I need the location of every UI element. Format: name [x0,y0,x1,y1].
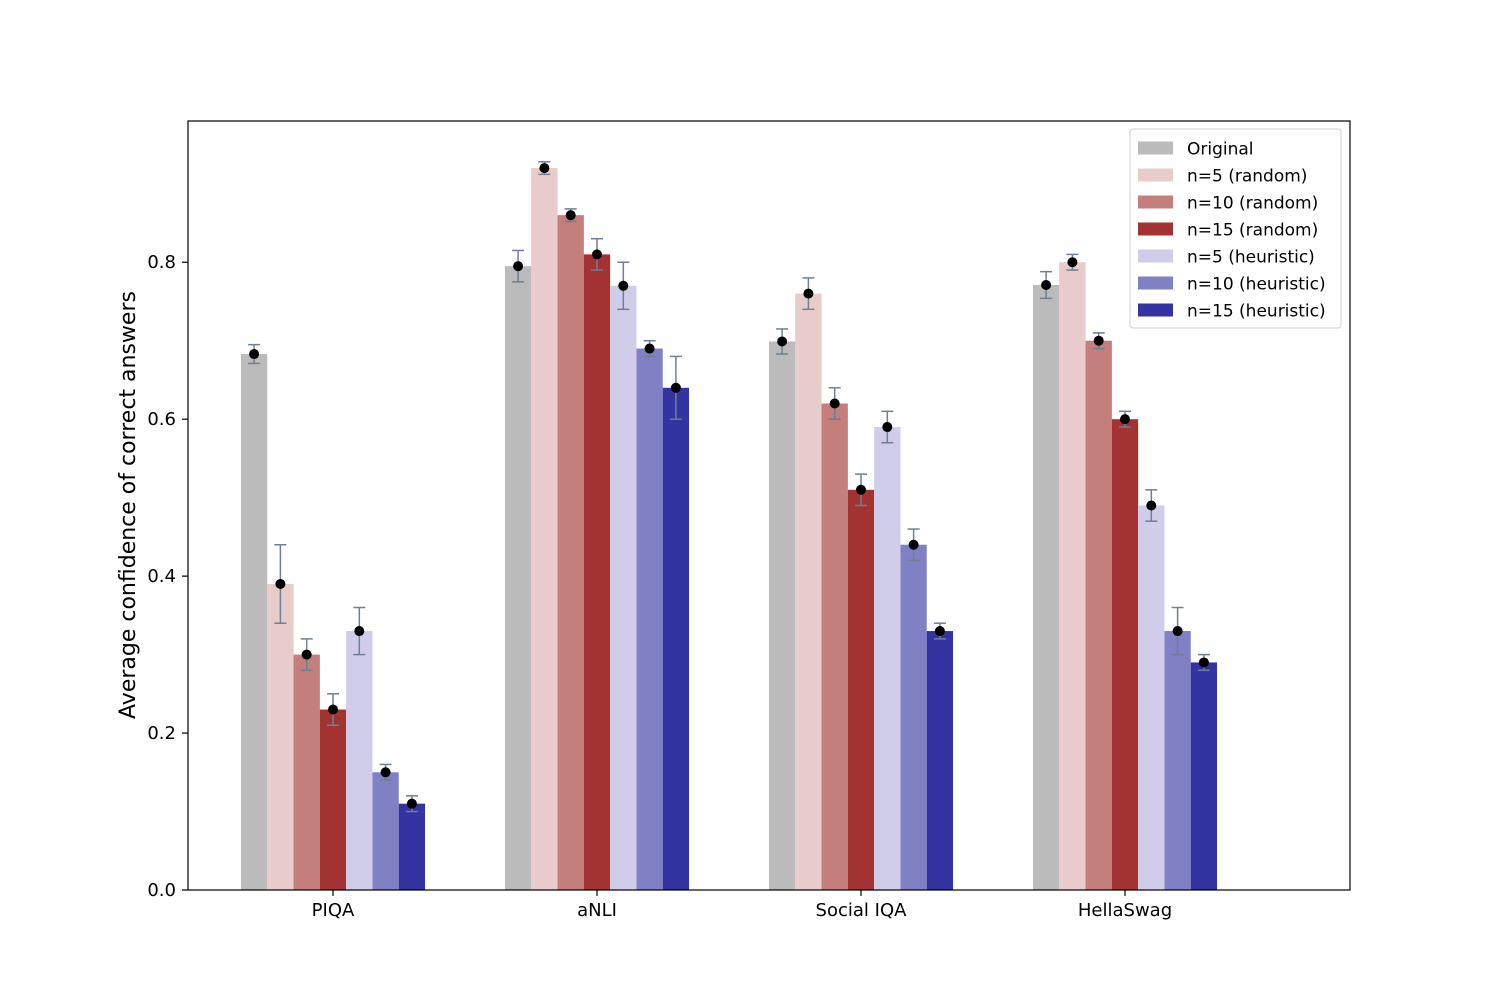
data-point [565,210,576,221]
data-point [354,626,365,637]
data-point [1093,335,1104,346]
y-tick-label: 0.8 [147,252,176,273]
bar [1190,662,1218,890]
legend-swatch [1138,168,1173,182]
plot-area: 0.0 0.2 0.4 0.6 0.8 PIQA aNLI Social IQA HellaSw… [147,120,1351,921]
legend-label: Original [1187,140,1254,160]
bar [346,631,373,890]
y-tick-label: 0.4 [147,566,176,587]
bar [1059,262,1086,890]
data-point [1120,414,1130,425]
bar [1085,340,1112,891]
bar [267,583,294,890]
legend: Original n=5 (random) n=10 (random) n=15 (r… [1129,128,1342,329]
bar [240,354,268,890]
data-point [1041,280,1052,291]
legend-label: n=5 (random) [1187,167,1307,187]
bar [795,293,822,890]
legend-label: n=15 (random) [1187,221,1318,241]
bar [372,772,399,890]
data-point [1067,257,1078,268]
x-tick-label: PIQA [312,900,355,921]
bar [398,803,426,890]
y-axis-title: Average confidence of correct answers [116,291,141,719]
data-point [328,704,338,715]
bar [531,168,558,890]
legend-label: n=15 (heuristic) [1187,302,1326,322]
bar [610,285,637,890]
data-point [539,163,550,174]
y-tick-label: 0.6 [147,409,176,430]
bar [557,215,584,890]
data-point [513,261,524,272]
y-tick-label: 0.0 [147,880,176,901]
bar [1138,505,1165,890]
data-point [882,422,893,433]
data-point [1146,500,1157,511]
bar [293,654,320,890]
data-point [301,649,312,660]
bar [662,387,690,890]
data-point [644,343,655,354]
data-point [934,626,945,637]
bar [874,427,901,890]
bar [319,709,347,890]
bar [583,254,611,890]
data-point [1172,626,1183,637]
bar [847,489,875,890]
x-tick-label: HellaSwag [1078,900,1172,921]
legend-label: n=10 (random) [1187,194,1318,214]
legend-label: n=10 (heuristic) [1187,275,1326,295]
legend-swatch [1138,222,1173,236]
data-point [275,578,286,589]
bar [1164,631,1191,890]
bar [636,348,663,890]
data-point [249,349,260,360]
data-point [592,249,602,260]
bar [1111,419,1139,890]
data-point [803,288,814,299]
bar [768,341,796,890]
legend-box [1129,128,1342,329]
plot-frame [187,120,1351,891]
x-tick-label: aNLI [577,900,617,921]
legend-swatch [1138,195,1173,209]
data-point [777,336,788,347]
bar [926,631,954,890]
data-point [829,398,840,409]
data-point [908,539,919,550]
bar [504,266,532,890]
data-point [406,798,417,809]
legend-swatch [1138,303,1173,317]
legend-swatch [1138,276,1173,290]
bar [1032,285,1060,890]
data-point [380,767,391,778]
y-tick-label: 0.2 [147,723,176,744]
data-point [856,484,866,495]
bar [900,544,927,890]
legend-swatch [1138,141,1173,155]
x-tick-label: Social IQA [816,900,908,921]
data-point [618,280,629,291]
bar [821,403,848,890]
data-point [1198,657,1209,668]
legend-label: n=5 (heuristic) [1187,248,1315,268]
data-point [670,382,681,393]
legend-swatch [1138,249,1173,263]
